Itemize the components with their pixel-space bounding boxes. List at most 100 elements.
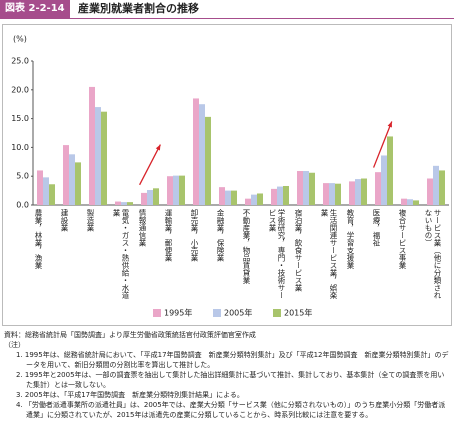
bar xyxy=(37,170,43,205)
bar xyxy=(401,198,407,205)
x-label-box: 不動産業，物品賃貸業 xyxy=(242,209,251,284)
bar xyxy=(127,202,133,205)
arrow-head xyxy=(155,144,161,151)
header: 図表 2-2-14 産業別就業者割合の推移 xyxy=(0,0,454,19)
x-tick-label: 運輸業，郵便業 xyxy=(164,209,173,262)
bar xyxy=(199,104,205,205)
bar xyxy=(413,200,419,205)
x-label-box: サービス業（他に分類されないもの） xyxy=(424,209,442,299)
y-tick-label: 10.0 xyxy=(11,143,29,152)
x-label-box: 建設業 xyxy=(60,209,69,232)
bar xyxy=(167,176,173,205)
bar xyxy=(303,171,309,205)
x-label-box: 情報通信業 xyxy=(138,209,147,247)
x-tick-label: 電気・ガス・熱供給・水道業 xyxy=(112,209,130,299)
x-label-box: 医療，福祉 xyxy=(372,209,381,247)
arrow-head xyxy=(387,121,392,128)
bar xyxy=(283,185,289,205)
x-label-box: 電気・ガス・熱供給・水道業 xyxy=(112,209,130,299)
y-tick-label: 15.0 xyxy=(11,114,29,123)
bar xyxy=(297,171,303,205)
bar xyxy=(439,170,445,205)
x-tick-label: 医療，福祉 xyxy=(372,209,381,247)
x-tick-label: 農業，林業，漁業 xyxy=(34,209,43,269)
bar xyxy=(381,155,387,205)
x-tick-label: 建設業 xyxy=(60,209,69,232)
legend-swatch xyxy=(273,309,281,317)
y-tick-label: 5.0 xyxy=(16,172,29,181)
bar xyxy=(225,190,231,205)
x-label-box: 生活関連サービス業，娯楽業 xyxy=(320,209,338,299)
bar xyxy=(251,194,257,205)
x-label-box: 学術研究，専門・技術サービス業 xyxy=(268,209,286,299)
bar xyxy=(69,154,75,205)
x-label-box: 卸売業，小売業 xyxy=(190,209,199,262)
bar xyxy=(387,136,393,205)
bar xyxy=(335,183,341,205)
legend-label: 2015年 xyxy=(284,308,312,318)
x-tick-label: 生活関連サービス業，娯楽業 xyxy=(320,209,338,299)
y-tick-label: 20.0 xyxy=(11,85,29,94)
x-tick-label: 卸売業，小売業 xyxy=(190,209,199,262)
bar xyxy=(329,183,335,205)
chart-frame: (%) 0.0 5.0 10.0 15.0 20.0 25.0 農業，林業，漁業 建設業 製造業… xyxy=(2,24,452,326)
x-tick-label: 宿泊業，飲食サービス業 xyxy=(294,209,303,292)
bar xyxy=(75,162,81,205)
bar xyxy=(407,199,413,205)
trend-arrow xyxy=(372,121,393,168)
note-item: 4. 「労働者派遣事業所の派遣社員」は、2005年では、産業大分類「サービス業（… xyxy=(16,401,446,419)
x-label-box: 農業，林業，漁業 xyxy=(34,209,43,269)
x-label-box: 複合サービス事業 xyxy=(398,209,407,269)
bar xyxy=(43,177,49,205)
bar xyxy=(245,198,251,205)
bar xyxy=(173,175,179,205)
x-label-box: 製造業 xyxy=(86,209,95,232)
bar xyxy=(141,192,147,205)
bar xyxy=(349,181,355,205)
x-tick-label: 製造業 xyxy=(86,209,95,232)
y-unit: (%) xyxy=(13,35,27,44)
bar xyxy=(121,202,127,205)
x-label-box: 金融業，保険業 xyxy=(216,209,225,262)
legend-label: 1995年 xyxy=(164,308,192,318)
bar xyxy=(153,188,159,205)
legend-swatch xyxy=(153,309,161,317)
bar xyxy=(147,190,153,205)
bar xyxy=(309,172,315,205)
figure-title: 産業別就業者割合の推移 xyxy=(78,2,199,15)
y-tick-label: 25.0 xyxy=(11,57,29,66)
notes-label: （注） xyxy=(4,341,25,349)
bar xyxy=(361,178,367,205)
bar xyxy=(257,193,263,205)
bar xyxy=(179,175,185,205)
legend-label: 2005年 xyxy=(224,308,252,318)
bar xyxy=(231,190,237,205)
bar xyxy=(355,179,361,205)
bar xyxy=(95,107,101,205)
bar xyxy=(193,98,199,205)
bar xyxy=(433,165,439,205)
notes-items: 1. 1995年は、総務省統計局において、「平成17年国勢調査 新産業分類特別集… xyxy=(4,350,450,420)
x-tick-label: 不動産業，物品賃貸業 xyxy=(242,209,251,284)
x-tick-label: 複合サービス事業 xyxy=(398,209,407,269)
bar xyxy=(101,111,107,205)
note-item: 1. 1995年は、総務省統計局において、「平成17年国勢調査 新産業分類特別集… xyxy=(16,351,449,369)
bar xyxy=(89,86,95,205)
x-label-box: 宿泊業，飲食サービス業 xyxy=(294,209,303,292)
bar xyxy=(63,145,69,205)
x-label-box: 運輸業，郵便業 xyxy=(164,209,173,262)
source: 資料：総務省統計局「国勢調査」より厚生労働省政策統括官付政策評価官室作成 xyxy=(4,331,256,339)
x-tick-label: 学術研究，専門・技術サービス業 xyxy=(268,209,286,299)
x-tick-label: 情報通信業 xyxy=(138,209,147,247)
legend-swatch xyxy=(213,309,221,317)
bar xyxy=(115,201,121,205)
note-item: 3. 2005年は、「平成17年国勢調査 新産業分類特別集計結果」による。 xyxy=(16,391,244,399)
x-tick-label: 教育，学習支援業 xyxy=(346,209,355,269)
figure-label: 図表 2-2-14 xyxy=(0,0,70,18)
bar xyxy=(375,172,381,205)
chart: (%) 0.0 5.0 10.0 15.0 20.0 25.0 農業，林業，漁業 建設業 製造業… xyxy=(11,35,449,318)
bar xyxy=(427,178,433,205)
bar xyxy=(219,187,225,205)
x-tick-label: サービス業（他に分類されないもの） xyxy=(424,209,442,299)
